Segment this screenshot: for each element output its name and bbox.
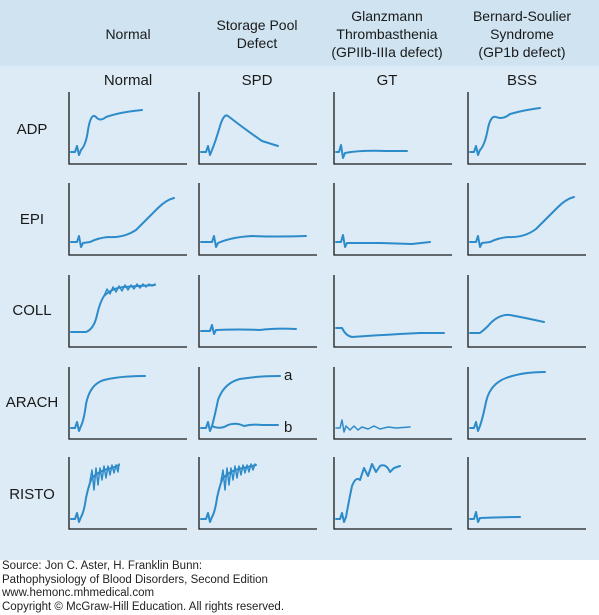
curve-risto-gt [335, 463, 401, 523]
column-header-bss: Bernard-Soulier Syndrome (GP1b defect) [472, 8, 572, 60]
axis-coll-normal [68, 275, 187, 348]
aggregation-curves: a b [68, 92, 586, 530]
axis-arach-bss [467, 367, 586, 440]
axis-epi-gt [333, 183, 452, 256]
axis-arach-spd [198, 367, 317, 440]
curve-epi-normal [70, 197, 175, 248]
axis-risto-normal [68, 457, 187, 530]
curve-coll-gt [335, 327, 445, 338]
column-sub-normal: Normal [103, 72, 153, 89]
axis-epi-spd [198, 183, 317, 256]
curve-adp-normal [70, 109, 143, 156]
curve-adp-spd [200, 114, 279, 156]
axis-adp-bss [467, 92, 586, 165]
axes-group [68, 92, 586, 530]
curve-arach-normal [70, 375, 146, 432]
axis-arach-normal [68, 367, 187, 440]
axis-risto-gt [333, 457, 452, 530]
source-credit: Source: Jon C. Aster, H. Franklin Bunn: … [2, 560, 284, 614]
curve-coll-spd [200, 324, 297, 335]
curve-risto-spd [200, 464, 257, 523]
axis-risto-spd [198, 457, 317, 530]
curves-group [70, 107, 575, 523]
curve-arach-spd-b [211, 422, 279, 429]
axis-adp-gt [333, 92, 452, 165]
aggregation-panel: Normal Storage Pool Defect Glanzmann Thr… [0, 0, 599, 560]
row-label-adp: ADP [16, 121, 48, 138]
header-band [0, 0, 599, 66]
row-label-coll: COLL [12, 302, 52, 319]
source-line-4: Copyright © McGraw-Hill Education. All r… [2, 600, 285, 613]
column-header-normal: Normal [105, 26, 151, 42]
axis-coll-gt [333, 275, 452, 348]
curve-label-b: b [284, 419, 292, 436]
curve-arach-spd-a [200, 375, 281, 432]
column-header-spd: Storage Pool Defect [216, 17, 298, 51]
curve-risto-spd-fuzz [220, 463, 256, 491]
row-label-risto: RISTO [9, 486, 55, 503]
curve-epi-bss [469, 196, 575, 248]
curve-coll-bss [469, 313, 545, 334]
curve-risto-normal-fuzz [89, 463, 120, 491]
axis-epi-normal [68, 183, 187, 256]
row-label-epi: EPI [19, 211, 45, 228]
curve-label-a: a [284, 367, 293, 384]
curve-risto-bss [469, 511, 521, 523]
axis-epi-bss [467, 183, 586, 256]
curve-coll-normal [70, 284, 156, 333]
source-line-1: Source: Jon C. Aster, H. Franklin Bunn: [2, 560, 203, 572]
curve-adp-bss [469, 107, 541, 156]
column-sub-gt: GT [376, 72, 398, 89]
curve-coll-normal-noise [103, 283, 156, 297]
curve-arach-bss [469, 371, 546, 432]
row-label-arach: ARACH [5, 394, 59, 411]
source-line-2: Pathophysiology of Blood Disorders, Seco… [2, 573, 268, 586]
column-sub-bss: BSS [506, 72, 537, 89]
axis-adp-spd [198, 92, 317, 165]
column-sub-spd: SPD [241, 72, 273, 89]
axis-adp-normal [68, 92, 187, 165]
source-line-3: www.hemonc.mhmedical.com [2, 587, 155, 599]
axis-risto-bss [467, 457, 586, 530]
axis-arach-gt [333, 367, 452, 440]
curve-epi-gt [335, 234, 431, 248]
curve-arach-gt [335, 419, 411, 433]
curve-adp-gt [335, 144, 408, 159]
axis-coll-bss [467, 275, 586, 348]
curve-risto-normal [70, 464, 120, 523]
curve-epi-spd [200, 235, 307, 248]
column-header-gt: Glanzmann Thrombasthenia (GPIIb-IIIa def… [331, 8, 443, 60]
axis-coll-spd [198, 275, 317, 348]
